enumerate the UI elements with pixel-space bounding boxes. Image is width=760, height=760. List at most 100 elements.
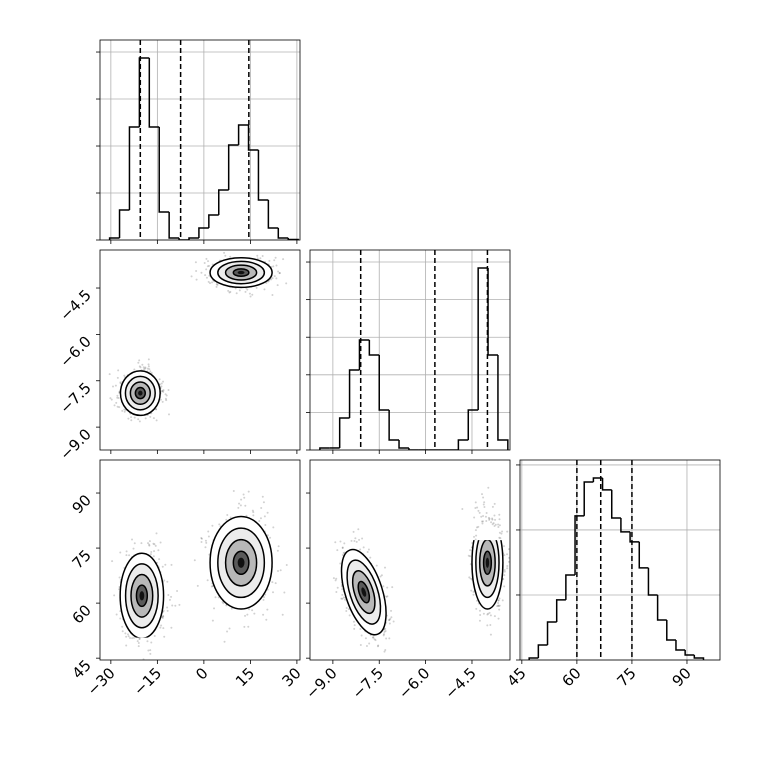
sample-point (354, 537, 357, 540)
histogram-bin (684, 649, 695, 656)
sample-point (497, 604, 500, 607)
contour (340, 548, 387, 636)
sample-point (168, 598, 171, 601)
sample-point (138, 359, 141, 362)
sample-point (498, 531, 501, 534)
sample-point (205, 268, 208, 271)
y-tick-label: −9.0 (56, 425, 94, 463)
sample-point (204, 539, 207, 542)
panel: −9.0 −7.5 −6.0 −4.5 (56, 249, 301, 464)
sample-point (384, 649, 387, 652)
sample-point (497, 525, 500, 528)
histogram-bin (218, 189, 229, 215)
sample-point (342, 552, 345, 555)
histogram-bin (247, 125, 259, 151)
sample-point (161, 616, 164, 619)
sample-point (391, 586, 394, 589)
sample-point (247, 490, 250, 493)
sample-point (474, 501, 477, 504)
sample-point (266, 511, 269, 514)
sample-point (506, 553, 509, 556)
histogram-bin (208, 214, 219, 228)
sample-point (384, 630, 387, 633)
contour (119, 552, 165, 638)
sample-point (496, 605, 499, 608)
sample-point (158, 378, 161, 381)
sample-point (285, 564, 288, 567)
sample-point (208, 264, 211, 267)
histogram-bin (546, 621, 557, 646)
sample-point (341, 588, 344, 591)
sample-point (190, 275, 193, 278)
sample-point (147, 542, 150, 545)
sample-point (384, 627, 387, 630)
sample-point (148, 540, 151, 543)
contour (209, 515, 273, 610)
histogram-bin (388, 410, 400, 441)
histogram-bin (555, 599, 566, 623)
sample-point (482, 496, 485, 499)
sample-point (166, 606, 169, 609)
sample-point (273, 275, 276, 278)
sample-point (486, 613, 489, 616)
sample-point (262, 598, 265, 601)
sample-point (125, 644, 128, 647)
histogram-bin (638, 541, 649, 569)
sample-point (498, 608, 501, 611)
sample-point (248, 608, 251, 611)
sample-point (271, 293, 274, 296)
sample-point (139, 366, 142, 369)
sample-point (127, 417, 130, 420)
sample-point (498, 513, 501, 516)
sample-point (147, 363, 150, 366)
sample-point (276, 284, 279, 287)
sample-point (353, 539, 356, 542)
sample-point (153, 543, 156, 546)
sample-point (390, 616, 393, 619)
sample-point (133, 542, 136, 545)
sample-point (360, 634, 363, 637)
sample-point (473, 535, 476, 538)
sample-point (392, 620, 395, 623)
sample-point (160, 382, 163, 385)
histogram-bin (277, 227, 289, 239)
histogram-bin (267, 199, 279, 229)
x-tick-label: 0 (192, 664, 211, 683)
sample-point (507, 560, 510, 563)
sample-point (503, 570, 506, 573)
sample-point (200, 537, 203, 540)
sample-point (224, 254, 227, 257)
sample-point (341, 546, 344, 549)
sample-point (138, 420, 141, 423)
x-tick-label: −7.5 (349, 664, 387, 702)
histogram-bin (601, 477, 612, 491)
sample-point (251, 509, 254, 512)
sample-point (345, 610, 348, 613)
sample-point (161, 565, 164, 568)
sample-point (144, 367, 147, 370)
sample-point (353, 624, 356, 627)
sample-point (152, 542, 155, 545)
sample-point (506, 564, 509, 567)
sample-point (131, 637, 134, 640)
sample-point (226, 630, 229, 633)
density-fill (237, 557, 245, 568)
sample-point (282, 258, 285, 261)
sample-point (213, 607, 216, 610)
sample-point (488, 517, 491, 520)
sample-point (491, 505, 494, 508)
sample-point (238, 289, 241, 292)
sample-point (388, 637, 391, 640)
sample-point (274, 582, 277, 585)
sample-point (163, 635, 166, 638)
panel-frame (99, 459, 301, 661)
sample-point (508, 556, 510, 559)
sample-point (128, 554, 131, 557)
sample-point (115, 401, 118, 404)
sample-point (345, 607, 348, 610)
sample-point (386, 595, 389, 598)
density-fill (138, 390, 143, 396)
histogram-bin (178, 238, 189, 240)
histogram-bin (348, 369, 360, 418)
